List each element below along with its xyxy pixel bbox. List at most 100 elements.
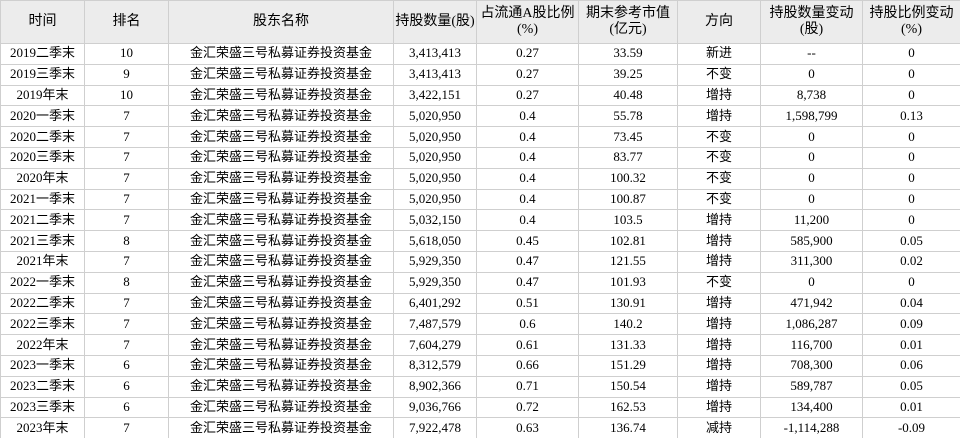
table-cell: 金汇荣盛三号私募证券投资基金	[168, 209, 394, 232]
table-cell: 0.4	[476, 188, 579, 211]
table-cell: 0	[862, 188, 960, 211]
table-cell: 0	[862, 84, 960, 107]
table-cell: 金汇荣盛三号私募证券投资基金	[168, 105, 394, 128]
table-cell: 0	[862, 146, 960, 169]
table-cell: 0.01	[862, 396, 960, 419]
table-cell: 7,604,279	[393, 334, 477, 356]
table-cell: 5,020,950	[393, 167, 477, 190]
table-cell: 增持	[677, 354, 761, 377]
table-cell: 不变	[677, 167, 761, 190]
table-cell: 5,929,350	[393, 271, 477, 294]
table-cell: 不变	[677, 271, 761, 294]
table-cell: 7	[84, 417, 169, 438]
table-row: 2022年末 7 金汇荣盛三号私募证券投资基金 7,604,279 0.61 131.33…	[0, 334, 960, 356]
table-row: 2019年末 10 金汇荣盛三号私募证券投资基金 3,422,151 0.27 40.48…	[0, 84, 960, 107]
table-cell: 10	[84, 43, 169, 65]
table-cell: 2020年末	[0, 167, 85, 190]
table-cell: 不变	[677, 146, 761, 169]
table-row: 2023二季末 6 金汇荣盛三号私募证券投资基金 8,902,366 0.71 150.5…	[0, 375, 960, 398]
table-cell: 2022二季末	[0, 292, 85, 315]
table-body: 2019二季末 10 金汇荣盛三号私募证券投资基金 3,413,413 0.27 33.5…	[0, 43, 960, 438]
table-row: 2021二季末 7 金汇荣盛三号私募证券投资基金 5,032,150 0.4 103.5 增…	[0, 209, 960, 232]
table-cell: 471,942	[760, 292, 863, 315]
table-cell: 金汇荣盛三号私募证券投资基金	[168, 230, 394, 252]
table-cell: 0	[862, 271, 960, 294]
table-cell: 8,738	[760, 84, 863, 107]
table-cell: 3,413,413	[393, 63, 477, 86]
table-cell: 5,618,050	[393, 230, 477, 252]
table-cell: 5,929,350	[393, 250, 477, 273]
table-cell: 2023年末	[0, 417, 85, 438]
table-row: 2020三季末 7 金汇荣盛三号私募证券投资基金 5,020,950 0.4 83.77 不…	[0, 146, 960, 169]
table-cell: 0.71	[476, 375, 579, 398]
table-cell: 2020二季末	[0, 126, 85, 148]
table-cell: 0	[760, 167, 863, 190]
table-cell: 708,300	[760, 354, 863, 377]
table-cell: 0.02	[862, 250, 960, 273]
table-cell: 0.51	[476, 292, 579, 315]
header-cell: 持股数量变动 (股)	[760, 0, 863, 44]
table-row: 2023三季末 6 金汇荣盛三号私募证券投资基金 9,036,766 0.72 162.5…	[0, 396, 960, 419]
table-row: 2022三季末 7 金汇荣盛三号私募证券投资基金 7,487,579 0.6 140.2 增…	[0, 313, 960, 336]
table-cell: 7	[84, 250, 169, 273]
table-cell: 0.63	[476, 417, 579, 438]
table-row: 2021年末 7 金汇荣盛三号私募证券投资基金 5,929,350 0.47 121.55…	[0, 250, 960, 273]
table-cell: 0.27	[476, 43, 579, 65]
table-cell: 增持	[677, 209, 761, 232]
table-cell: 2021三季末	[0, 230, 85, 252]
table-cell: 金汇荣盛三号私募证券投资基金	[168, 354, 394, 377]
table-cell: 0.66	[476, 354, 579, 377]
table-cell: 5,032,150	[393, 209, 477, 232]
table-cell: 101.93	[578, 271, 678, 294]
table-cell: 8,312,579	[393, 354, 477, 377]
table-cell: 金汇荣盛三号私募证券投资基金	[168, 271, 394, 294]
table-cell: 金汇荣盛三号私募证券投资基金	[168, 334, 394, 356]
table-cell: 5,020,950	[393, 126, 477, 148]
table-cell: 金汇荣盛三号私募证券投资基金	[168, 126, 394, 148]
table-cell: 0.4	[476, 167, 579, 190]
table-cell: 金汇荣盛三号私募证券投资基金	[168, 250, 394, 273]
table-cell: 5,020,950	[393, 188, 477, 211]
table-cell: 585,900	[760, 230, 863, 252]
table-cell: 151.29	[578, 354, 678, 377]
table-cell: 增持	[677, 84, 761, 107]
table-cell: 增持	[677, 250, 761, 273]
table-cell: 121.55	[578, 250, 678, 273]
table-cell: 0.61	[476, 334, 579, 356]
table-cell: 增持	[677, 313, 761, 336]
table-cell: 0.6	[476, 313, 579, 336]
table-cell: 不变	[677, 63, 761, 86]
table-cell: 0.47	[476, 250, 579, 273]
header-cell: 期末参考市值 (亿元)	[578, 0, 678, 44]
table-cell: 83.77	[578, 146, 678, 169]
table-cell: 0	[862, 126, 960, 148]
table-cell: 73.45	[578, 126, 678, 148]
table-cell: 增持	[677, 105, 761, 128]
table-cell: 136.74	[578, 417, 678, 438]
table-cell: 40.48	[578, 84, 678, 107]
table-cell: 不变	[677, 188, 761, 211]
table-cell: 金汇荣盛三号私募证券投资基金	[168, 167, 394, 190]
table-header: 时间 排名 股东名称 持股数量(股) 占流通A股比例 (%) 期末参考市值 (亿元) 方向持…	[0, 0, 960, 44]
table-cell: 2023二季末	[0, 375, 85, 398]
table-cell: 8	[84, 230, 169, 252]
table-cell: 33.59	[578, 43, 678, 65]
table-cell: 2022三季末	[0, 313, 85, 336]
table-cell: -0.09	[862, 417, 960, 438]
table-cell: 2022年末	[0, 334, 85, 356]
table-cell: 7,487,579	[393, 313, 477, 336]
table-cell: 116,700	[760, 334, 863, 356]
table-cell: 2022一季末	[0, 271, 85, 294]
table-row: 2020一季末 7 金汇荣盛三号私募证券投资基金 5,020,950 0.4 55.78 增…	[0, 105, 960, 128]
table-cell: 55.78	[578, 105, 678, 128]
table-cell: 增持	[677, 230, 761, 252]
table-cell: 金汇荣盛三号私募证券投资基金	[168, 146, 394, 169]
table-cell: 0	[862, 43, 960, 65]
table-cell: 8,902,366	[393, 375, 477, 398]
table-cell: 39.25	[578, 63, 678, 86]
table-cell: 103.5	[578, 209, 678, 232]
table-cell: 9,036,766	[393, 396, 477, 419]
table-cell: 0.47	[476, 271, 579, 294]
table-cell: 0.27	[476, 63, 579, 86]
table-cell: 2023一季末	[0, 354, 85, 377]
